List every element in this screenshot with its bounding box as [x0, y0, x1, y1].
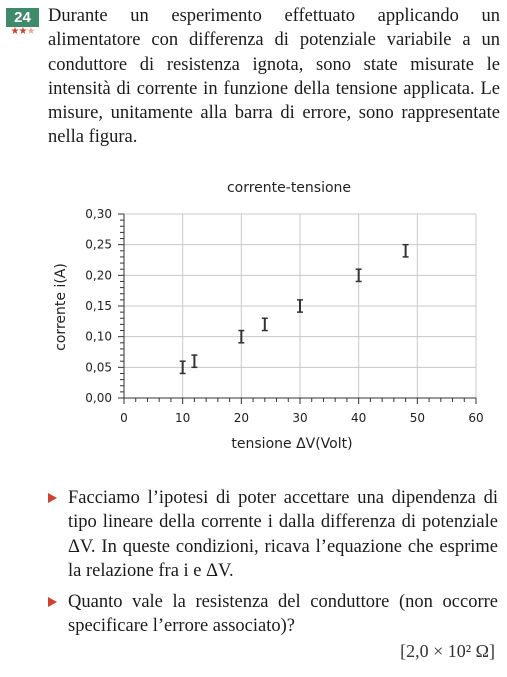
data-point: [355, 268, 362, 283]
data-point: [297, 299, 303, 313]
question-text: Quanto vale la resistenza del conduttore…: [68, 592, 498, 637]
y-tick-label: 0,25: [85, 238, 112, 252]
data-point: [238, 329, 245, 344]
x-tick-label: 40: [351, 411, 366, 425]
data-point: [191, 354, 198, 369]
x-tick-label: 50: [410, 411, 425, 425]
data-point: [179, 360, 186, 375]
y-tick-label: 0,15: [85, 299, 112, 313]
chart-title: corrente-tensione: [227, 180, 351, 196]
question-2: Quanto vale la resistenza del conduttore…: [48, 590, 498, 639]
y-tick-label: 0,05: [85, 360, 112, 374]
x-tick-label: 60: [468, 411, 483, 425]
current-voltage-chart: 0 10 20 30 40 50 60 0,00 0,05 0,10 0,15 0,20 0,25 0,3…: [53, 180, 484, 452]
question-text: Facciamo l’ipotesi di poter accettare un…: [68, 488, 498, 581]
star-icon: ★: [10, 26, 20, 37]
bullet-triangle-icon: [48, 493, 57, 503]
x-tick-label: 10: [175, 411, 190, 425]
data-point: [261, 317, 268, 332]
chart-points: [179, 243, 409, 375]
x-tick-label: 0: [120, 411, 128, 425]
problem-number: 24: [6, 8, 39, 27]
chart-y-axis-label: corrente i(A): [53, 263, 69, 351]
x-tick-label: 30: [292, 411, 307, 425]
chart-axes: 0 10 20 30 40 50 60 0,00 0,05 0,10 0,15 0,20 0,25 0,3…: [85, 207, 483, 425]
question-1: Facciamo l’ipotesi di poter accettare un…: [48, 486, 498, 583]
y-tick-label: 0,20: [85, 268, 112, 282]
y-tick-label: 0,30: [85, 207, 112, 221]
star-icon: ★: [18, 26, 28, 37]
difficulty-stars: ★★★: [6, 26, 39, 38]
answer: [2,0 × 10² Ω]: [400, 641, 495, 661]
y-tick-label: 0,10: [85, 330, 112, 344]
star-icon: ★: [26, 26, 35, 37]
chart-x-axis-label: tensione ΔV(Volt): [231, 436, 352, 452]
problem-text: Durante un esperimento effettuato applic…: [48, 6, 500, 148]
data-point: [402, 243, 409, 258]
bullet-triangle-icon: [48, 597, 57, 607]
x-tick-label: 20: [234, 411, 249, 425]
y-tick-label: 0,00: [85, 391, 112, 405]
